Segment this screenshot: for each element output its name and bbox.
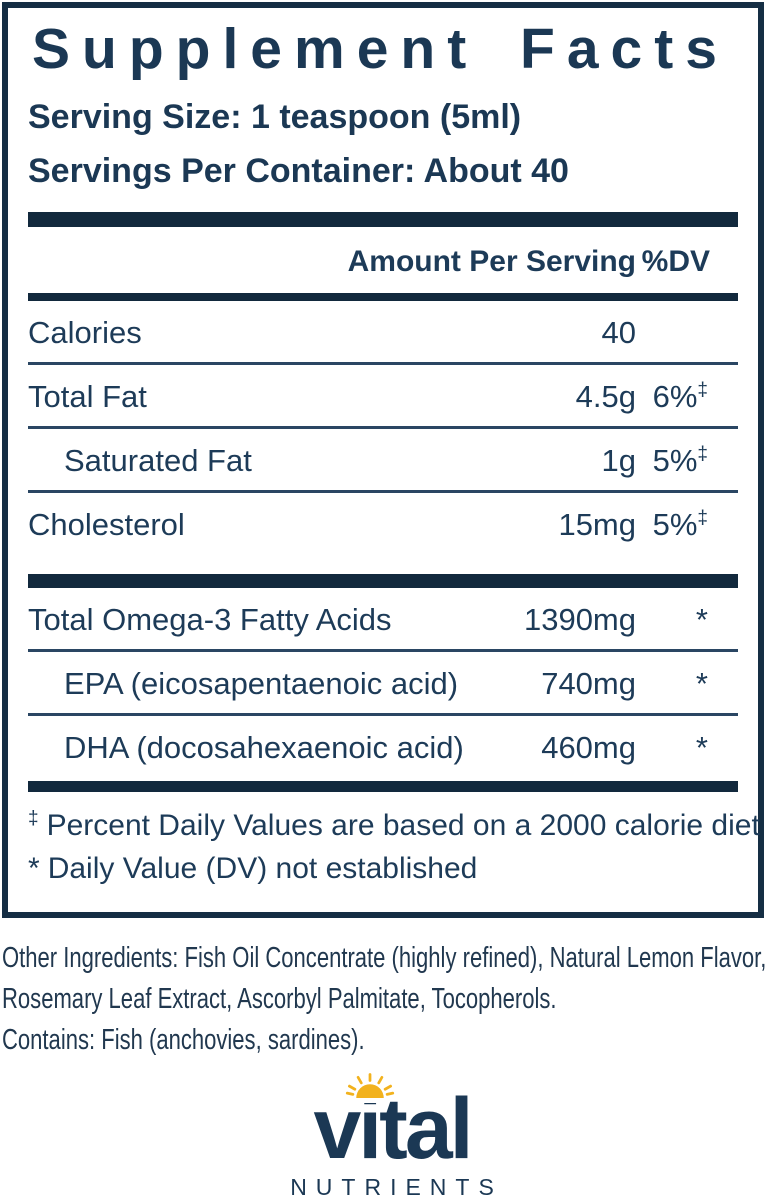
footnotes: ‡ Percent Daily Values are based on a 200…	[28, 804, 760, 890]
servings-per-container: Servings Per Container: About 40	[28, 151, 569, 190]
separator-bar-thick-bottom	[28, 780, 738, 792]
footnote-dv-not-established: * Daily Value (DV) not established	[28, 851, 478, 885]
row-divider	[28, 712, 738, 716]
row-amount: 40	[601, 314, 636, 350]
separator-bar-medium	[28, 292, 738, 301]
table-header-row: Amount Per Serving %DV	[28, 227, 738, 293]
brand-name: vital	[313, 1081, 473, 1177]
row-name: Saturated Fat	[64, 442, 252, 478]
row-amount: 460mg	[541, 729, 636, 765]
row-name: Cholesterol	[28, 506, 185, 542]
row-divider	[28, 361, 738, 365]
table-row-saturated-fat: Saturated Fat 1g 5%‡	[28, 429, 738, 490]
row-dv: *	[695, 665, 708, 701]
other-ingredients-line: Rosemary Leaf Extract, Ascorbyl Palmitat…	[2, 983, 557, 1015]
serving-size: Serving Size: 1 teaspoon (5ml)	[28, 97, 522, 136]
row-dv: 6%‡	[652, 378, 708, 414]
separator-bar-thick-middle	[28, 573, 738, 588]
table-row-calories: Calories 40	[28, 301, 738, 362]
asterisk-marker: *	[28, 851, 40, 885]
table-row-dha: DHA (docosahexaenoic acid) 460mg *	[28, 716, 738, 777]
sun-icon	[346, 1073, 395, 1103]
table-row-total-omega3: Total Omega-3 Fatty Acids 1390mg *	[28, 588, 738, 649]
supplement-facts-panel: Supplement Facts Serving Size: 1 teaspoo…	[2, 2, 764, 918]
row-amount: 1390mg	[523, 601, 636, 637]
row-name: Calories	[28, 314, 142, 350]
column-header-amount: Amount Per Serving	[347, 244, 636, 278]
row-name: Total Omega-3 Fatty Acids	[28, 601, 392, 637]
other-ingredients-line: Other Ingredients: Fish Oil Concentrate …	[2, 942, 767, 974]
row-divider	[28, 648, 738, 652]
column-header-dv: %DV	[641, 244, 710, 278]
footnote-daily-values: ‡ Percent Daily Values are based on a 200…	[28, 807, 760, 842]
separator-bar-thick-top	[28, 211, 738, 227]
table-row-cholesterol: Cholesterol 15mg 5%‡	[28, 493, 738, 554]
table-row-epa: EPA (eicosapentaenoic acid) 740mg *	[28, 652, 738, 713]
brand-logo: vital NUTRIENTS	[0, 1073, 784, 1201]
row-amount: 4.5g	[575, 378, 636, 414]
row-name: EPA (eicosapentaenoic acid)	[64, 665, 459, 701]
serving-info: Serving Size: 1 teaspoon (5ml) Servings …	[28, 90, 738, 198]
row-name: Total Fat	[28, 378, 147, 414]
contains-statement: Contains: Fish (anchovies, sardines).	[2, 1024, 365, 1056]
row-name: DHA (docosahexaenoic acid)	[64, 729, 464, 765]
row-amount: 15mg	[558, 506, 636, 542]
double-dagger-marker: ‡	[28, 807, 39, 829]
row-dv: 5%‡	[652, 442, 708, 478]
row-dv: *	[695, 729, 708, 765]
row-dv: 5%‡	[652, 506, 708, 542]
brand-wordmark: vital	[313, 1073, 474, 1177]
row-amount: 1g	[601, 442, 636, 478]
row-dv: *	[695, 601, 708, 637]
brand-tagline: NUTRIENTS	[290, 1174, 503, 1200]
row-divider	[28, 489, 738, 493]
other-ingredients: Other Ingredients: Fish Oil Concentrate …	[2, 938, 784, 1061]
panel-title: Supplement Facts	[32, 17, 729, 81]
row-amount: 740mg	[541, 665, 636, 701]
row-divider	[28, 425, 738, 429]
table-row-total-fat: Total Fat 4.5g 6%‡	[28, 365, 738, 426]
